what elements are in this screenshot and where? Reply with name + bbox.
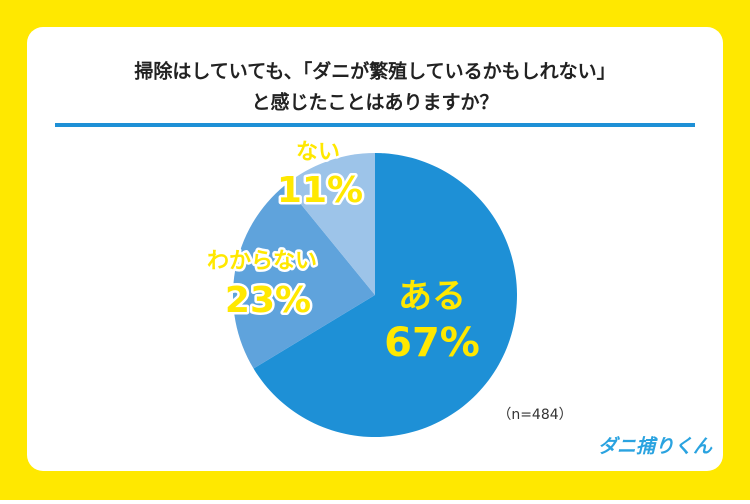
slice-label: わからない xyxy=(207,249,317,274)
value-label: 23% xyxy=(225,280,311,321)
chart-title: と感じたことはありますか？ xyxy=(251,91,498,114)
value-label: 67% xyxy=(384,320,480,366)
pie-slice xyxy=(253,153,518,437)
annotation: （n=484） xyxy=(497,407,572,423)
pie-slice xyxy=(285,153,375,295)
value-label: 11% xyxy=(277,170,363,211)
pie-slice xyxy=(233,184,375,369)
brand-logo: ダニ捕りくん xyxy=(598,436,713,458)
chart-title: 掃除はしていても、「ダニが繁殖しているかもしれない」 xyxy=(134,60,615,83)
slice-label: ない xyxy=(296,140,340,165)
slice-label: ある xyxy=(398,277,466,317)
title-rule xyxy=(55,123,695,127)
